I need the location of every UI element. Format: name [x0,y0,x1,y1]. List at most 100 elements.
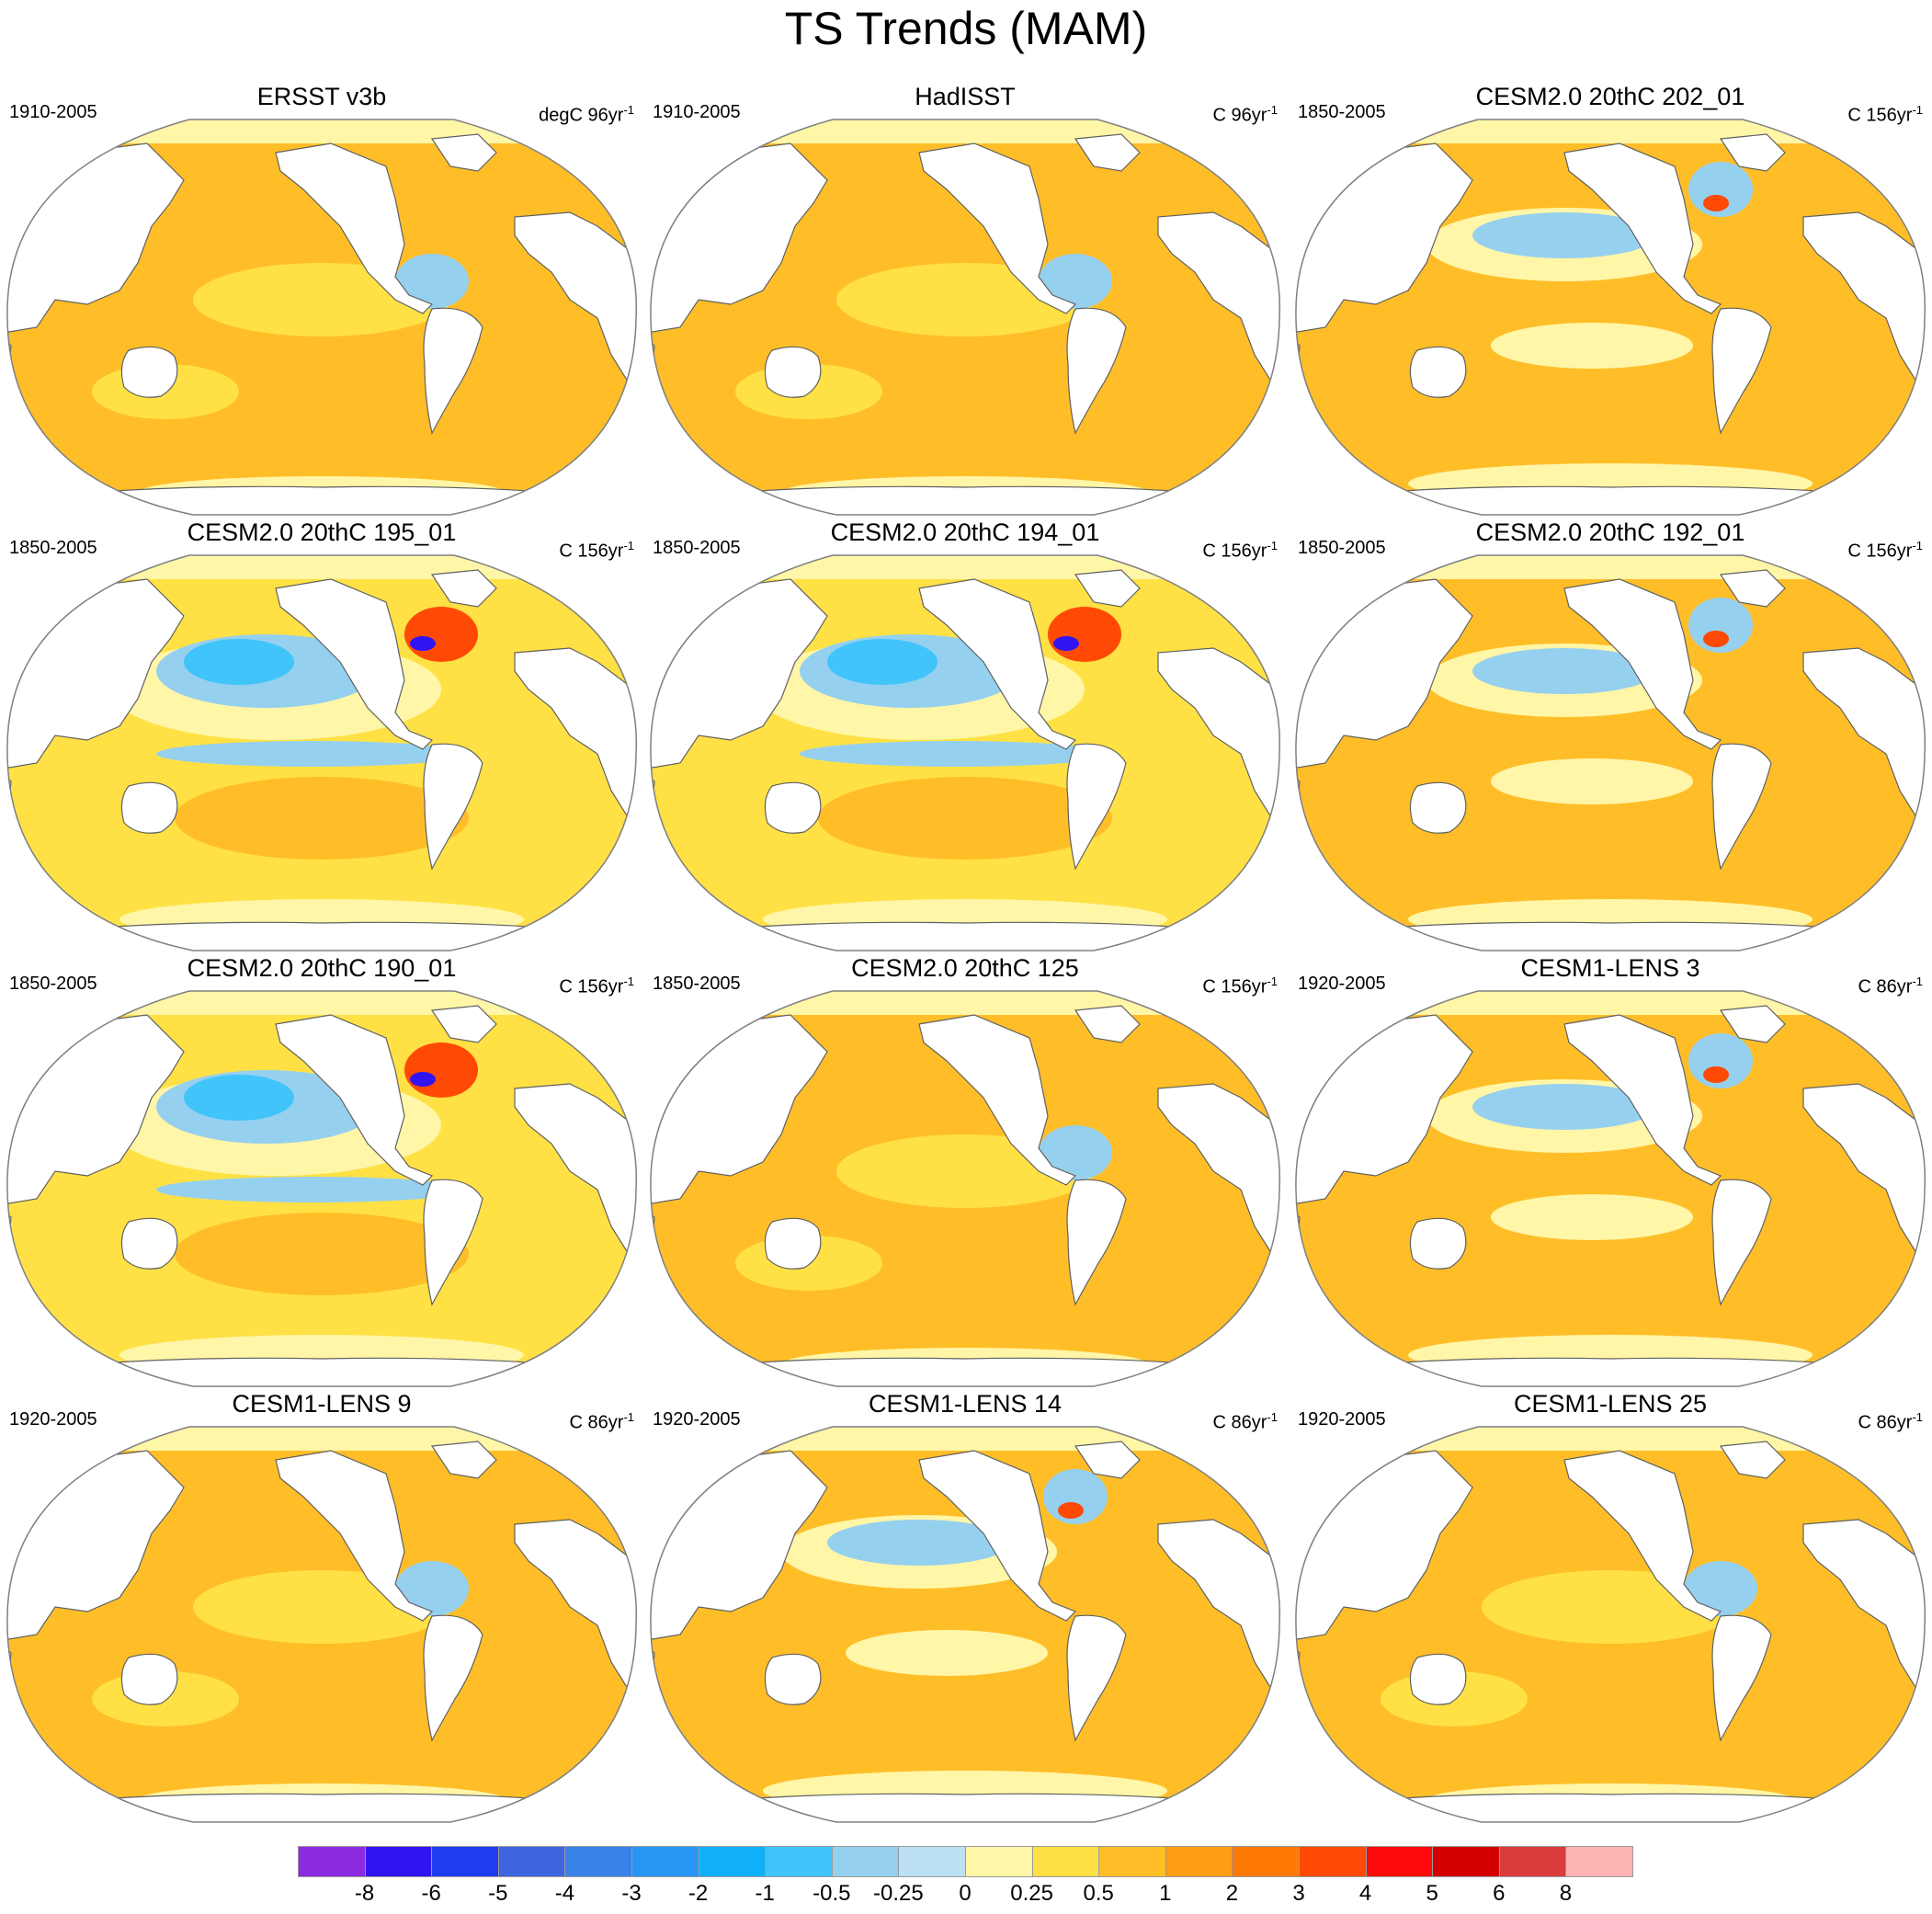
trend-region [1472,648,1656,694]
colorbar-tick-label: -2 [688,1881,709,1906]
trend-region [410,636,436,651]
continent [1719,1005,1786,1043]
panel-units-exponent: -1 [1267,539,1278,553]
world-map [650,1426,1280,1823]
continent [120,781,178,834]
map-panel: ERSST v3b 1910-2005 degC 96yr-1 [0,81,643,517]
trend-region [175,1213,469,1295]
panel-units: C 86yr-1 [1213,1407,1278,1434]
trend-region [1703,631,1729,647]
trend-region [827,639,938,685]
panel-period: 1920-2005 [1298,1409,1386,1430]
panel-units-exponent: -1 [1267,103,1278,117]
panel-units-exponent: -1 [623,539,634,553]
continent [918,1014,1077,1186]
continent [650,1357,1280,1386]
map-outline [1295,990,1926,1387]
world-map [6,1426,637,1823]
continent [6,1793,637,1822]
colorbar-tick-label: -8 [354,1881,375,1906]
continent [1802,1083,1926,1264]
panel-period: 1850-2005 [1298,102,1386,122]
panel-units-exponent: -1 [1267,1410,1278,1424]
panel-units: degC 96yr-1 [539,99,634,127]
trend-region [846,1630,1048,1676]
continent [275,578,434,750]
panel-title: CESM2.0 20thC 194_01 [830,518,1100,546]
panel-units: C 156yr-1 [559,971,634,998]
panel-period: 1850-2005 [1298,538,1386,558]
continent [514,1083,637,1264]
continent [1074,1441,1141,1479]
panel-title: CESM2.0 20thC 202_01 [1475,83,1745,110]
continent [1074,569,1141,608]
continent [918,142,1077,314]
panel-title: HadISST [915,83,1016,110]
panel-period: 1910-2005 [653,102,741,122]
continent [275,1014,434,1186]
map-panel: CESM2.0 20thC 195_01 1850-2005 C 156yr-1 [0,517,643,952]
continent [650,485,1280,515]
panel-units-exponent: -1 [623,974,634,988]
continent [423,307,483,435]
continent [1711,1179,1772,1306]
world-map [6,990,637,1387]
colorbar-swatch [1498,1846,1567,1877]
colorbar-swatch [1365,1846,1434,1877]
colorbar-tick-label: 3 [1292,1881,1305,1906]
trend-region [1491,1194,1693,1240]
map-outline [6,554,637,951]
continent [430,569,497,608]
trend-region [184,1075,294,1121]
map-panel: CESM2.0 20thC 192_01 1850-2005 C 156yr-1 [1289,517,1932,952]
panel-units: C 156yr-1 [1202,535,1278,563]
trend-region [1684,1561,1757,1616]
colorbar-swatch [631,1846,699,1877]
colorbar-tick-label: 2 [1225,1881,1239,1906]
panel-period: 1920-2005 [653,1409,741,1430]
trend-region [1039,254,1112,309]
continent [275,142,434,314]
panel-units-text: C 156yr [1847,541,1913,562]
panel-title: CESM1-LENS 9 [232,1390,412,1418]
map-panel: CESM2.0 20thC 125 1850-2005 C 156yr-1 [643,952,1287,1388]
map-outline [650,990,1280,1387]
continent [6,1357,637,1386]
panel-units-text: C 86yr [569,1412,624,1433]
colorbar-tick-label: -0.25 [873,1881,924,1906]
colorbar-tick-label: 5 [1426,1881,1438,1906]
continent [1711,1614,1772,1742]
colorbar-tick-label: -5 [488,1881,508,1906]
continent [120,1217,178,1270]
trend-region [1703,195,1729,211]
continent [514,1519,637,1700]
world-map [650,554,1280,951]
colorbar-tick-label: 6 [1493,1881,1506,1906]
panel-units: C 86yr-1 [1858,1407,1923,1434]
continent [650,921,1280,951]
colorbar-swatch [898,1846,966,1877]
continent [1295,485,1926,515]
continent [1157,1083,1280,1264]
colorbar [298,1846,1633,1877]
panel-units-exponent: -1 [623,103,634,117]
panel-title: CESM1-LENS 14 [868,1390,1063,1418]
panel-units-text: C 156yr [1202,976,1267,997]
panel-units-text: C 156yr [559,976,624,997]
colorbar-tick-label: -1 [755,1881,775,1906]
world-map [1295,554,1926,951]
colorbar-tick-label: 0.25 [1010,1881,1053,1906]
colorbar-swatch [1031,1846,1100,1877]
panel-units-text: C 86yr [1858,976,1913,997]
continent [1802,211,1926,393]
trend-region [1491,758,1693,804]
trend-region [1703,1066,1729,1083]
trend-region [800,741,1112,767]
continent [1066,1179,1127,1306]
panel-period: 1920-2005 [1298,974,1386,994]
colorbar-tick-label: 1 [1159,1881,1172,1906]
continent [1074,133,1141,172]
continent [1711,307,1772,435]
continent [1295,1793,1926,1822]
continent [1066,743,1127,871]
